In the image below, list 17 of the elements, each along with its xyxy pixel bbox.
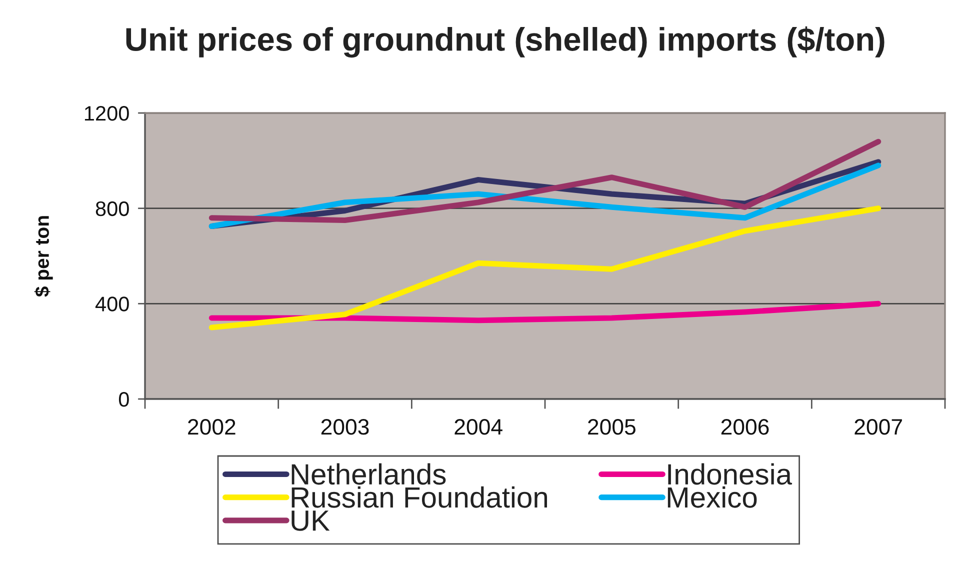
x-tick-label: 2007 (854, 419, 902, 435)
legend-label: Netherlands (292, 463, 446, 485)
legend-label: UK (292, 510, 330, 531)
y-axis-title: $ per ton (34, 216, 53, 297)
y-tick-label: 800 (96, 201, 129, 216)
legend-label: Russian Foundation (292, 486, 547, 508)
legend-label: Mexico (668, 486, 757, 508)
x-tick-label: 2005 (588, 419, 636, 435)
y-tick-label: 0 (118, 392, 129, 407)
y-tick-label: 1200 (84, 106, 129, 121)
chart-title: Unit prices of groundnut (shelled) imports ($/ton) (126, 26, 884, 58)
y-tick-label: 400 (95, 296, 129, 312)
x-tick-label: 2004 (454, 419, 502, 435)
x-tick-label: 2002 (188, 419, 236, 435)
x-tick-label: 2003 (321, 419, 369, 435)
legend-label: Indonesia (668, 463, 792, 485)
x-tick-label: 2006 (721, 419, 769, 435)
